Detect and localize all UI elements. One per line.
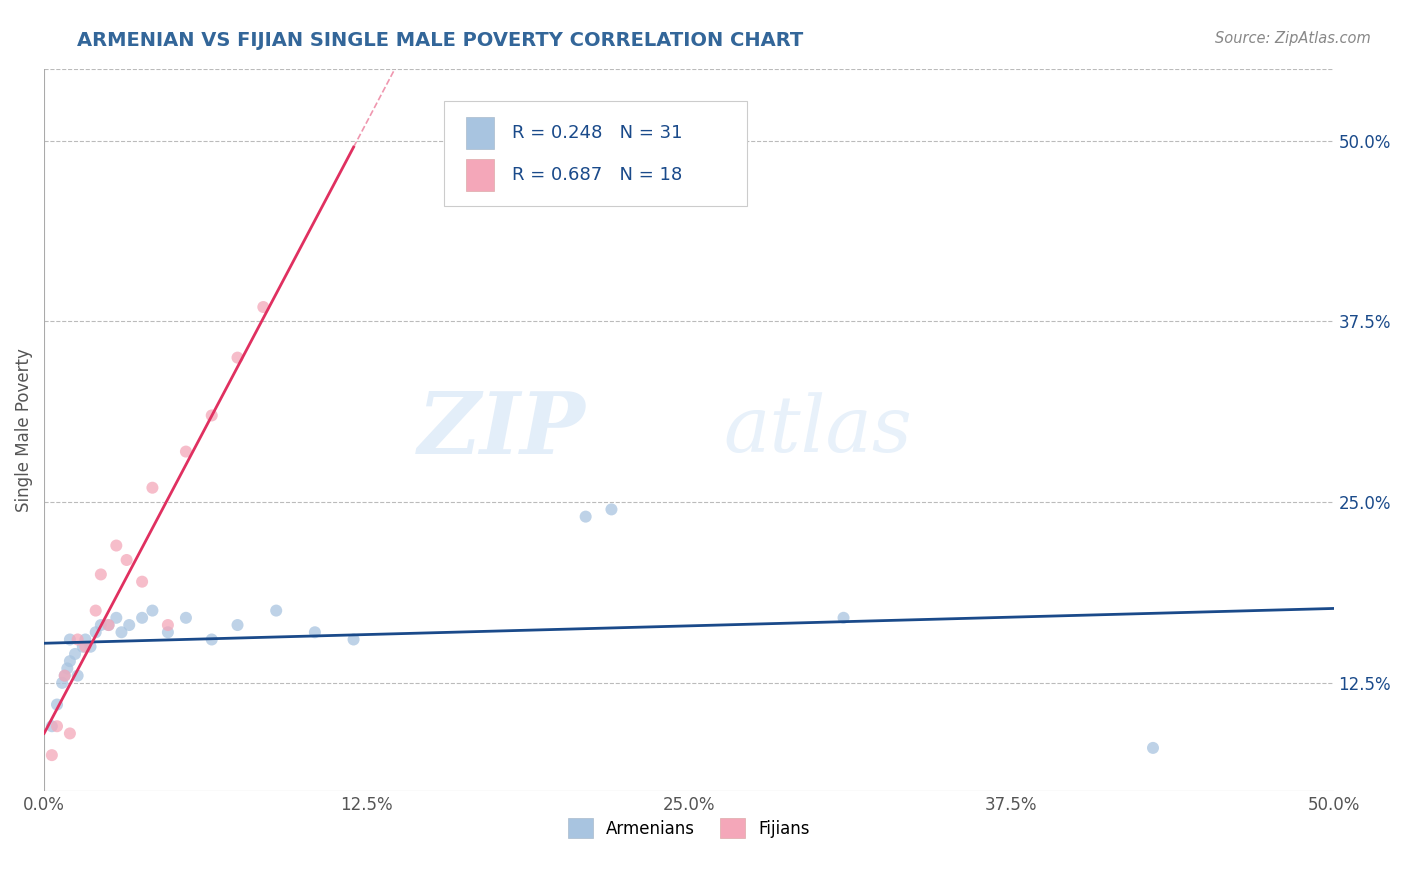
Point	[141, 481, 163, 495]
Point	[600, 502, 623, 516]
Point	[59, 654, 82, 668]
Point	[201, 632, 224, 647]
Point	[59, 726, 82, 740]
Point	[156, 618, 179, 632]
Point	[252, 300, 274, 314]
Text: ARMENIAN VS FIJIAN SINGLE MALE POVERTY CORRELATION CHART: ARMENIAN VS FIJIAN SINGLE MALE POVERTY C…	[77, 31, 804, 50]
FancyBboxPatch shape	[465, 159, 494, 192]
Point	[131, 611, 153, 625]
Point	[201, 409, 224, 423]
Point	[174, 611, 197, 625]
Point	[84, 604, 107, 618]
Point	[141, 604, 163, 618]
Point	[84, 625, 107, 640]
FancyBboxPatch shape	[465, 117, 494, 150]
Point	[226, 618, 249, 632]
Point	[110, 625, 132, 640]
Point	[174, 444, 197, 458]
Point	[105, 539, 128, 553]
Point	[156, 625, 179, 640]
Point	[131, 574, 153, 589]
Point	[90, 567, 112, 582]
Point	[79, 640, 101, 654]
Text: R = 0.248   N = 31: R = 0.248 N = 31	[512, 124, 683, 142]
Point	[59, 632, 82, 647]
Point	[90, 618, 112, 632]
Text: R = 0.687   N = 18: R = 0.687 N = 18	[512, 166, 682, 184]
Point	[53, 668, 76, 682]
Point	[97, 618, 120, 632]
Point	[63, 647, 86, 661]
Point	[226, 351, 249, 365]
Point	[115, 553, 138, 567]
Point	[41, 748, 63, 763]
Point	[1142, 740, 1164, 755]
Point	[105, 611, 128, 625]
Legend: Armenians, Fijians: Armenians, Fijians	[561, 812, 817, 845]
Point	[75, 640, 97, 654]
Point	[575, 509, 598, 524]
Point	[51, 676, 73, 690]
FancyBboxPatch shape	[444, 101, 747, 206]
Point	[66, 668, 89, 682]
Point	[832, 611, 855, 625]
Y-axis label: Single Male Poverty: Single Male Poverty	[15, 348, 32, 512]
Point	[97, 618, 120, 632]
Point	[46, 698, 69, 712]
Point	[72, 640, 94, 654]
Text: atlas: atlas	[723, 392, 912, 468]
Point	[264, 604, 287, 618]
Point	[118, 618, 141, 632]
Point	[41, 719, 63, 733]
Point	[46, 719, 69, 733]
Point	[53, 668, 76, 682]
Point	[304, 625, 326, 640]
Point	[75, 632, 97, 647]
Point	[56, 661, 79, 675]
Point	[342, 632, 364, 647]
Point	[66, 632, 89, 647]
Text: ZIP: ZIP	[418, 388, 586, 472]
Text: Source: ZipAtlas.com: Source: ZipAtlas.com	[1215, 31, 1371, 46]
